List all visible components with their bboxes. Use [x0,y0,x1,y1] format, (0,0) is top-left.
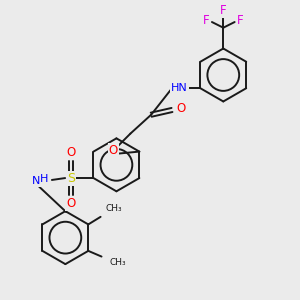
Text: S: S [67,172,75,184]
Text: CH₃: CH₃ [105,204,122,213]
Text: O: O [66,146,75,159]
Text: O: O [109,144,118,157]
Text: F: F [237,14,244,27]
Text: HN: HN [171,83,188,93]
Text: H: H [40,174,49,184]
Text: N: N [32,176,40,186]
Text: F: F [220,4,226,17]
Text: F: F [203,14,210,27]
Text: O: O [177,102,186,115]
Text: CH₃: CH₃ [109,258,126,267]
Text: O: O [66,197,75,210]
